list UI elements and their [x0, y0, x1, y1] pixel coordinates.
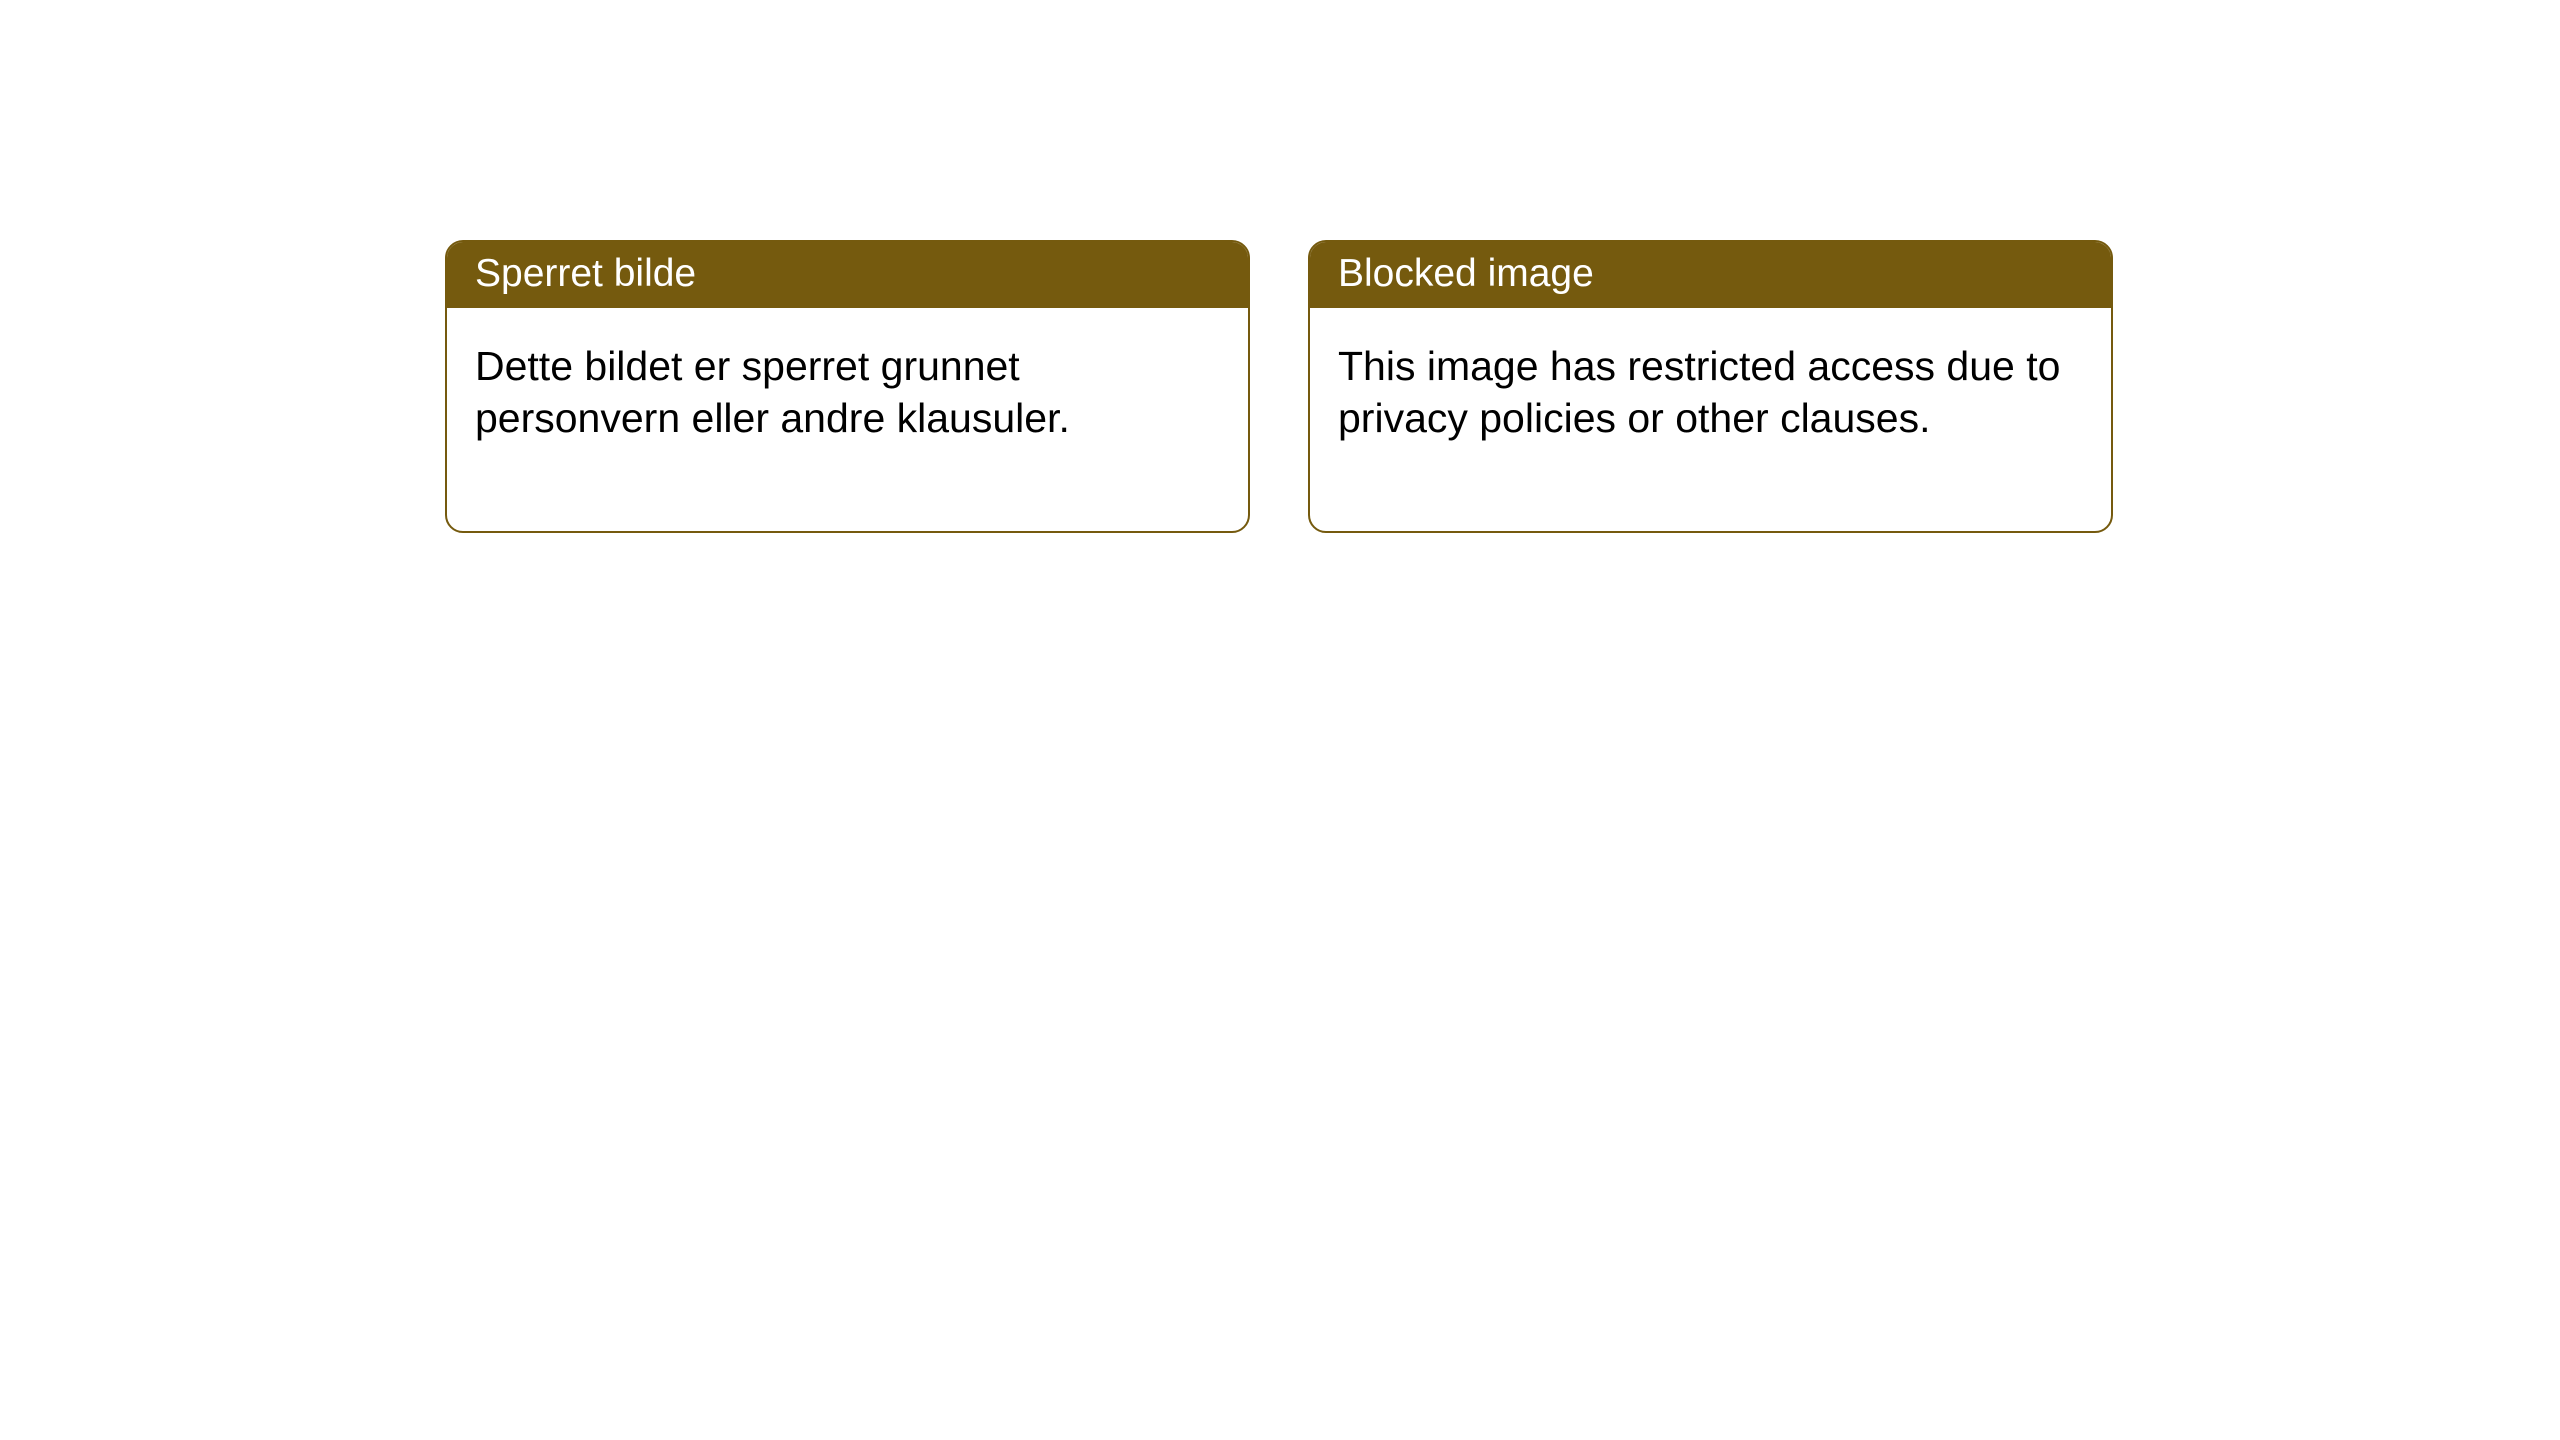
notice-body-english: This image has restricted access due to …	[1310, 308, 2111, 531]
notice-box-norwegian: Sperret bilde Dette bildet er sperret gr…	[445, 240, 1250, 533]
notice-header-english: Blocked image	[1310, 242, 2111, 308]
notice-body-norwegian: Dette bildet er sperret grunnet personve…	[447, 308, 1248, 531]
notice-box-english: Blocked image This image has restricted …	[1308, 240, 2113, 533]
notice-container: Sperret bilde Dette bildet er sperret gr…	[445, 240, 2113, 533]
notice-header-norwegian: Sperret bilde	[447, 242, 1248, 308]
